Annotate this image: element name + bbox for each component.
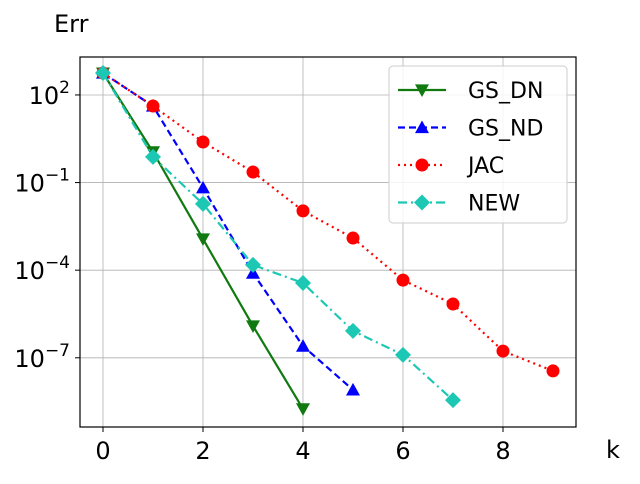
data-point	[195, 195, 211, 212]
data-point	[196, 135, 210, 149]
data-point	[245, 256, 261, 273]
data-point	[95, 65, 111, 82]
legend-frame	[388, 65, 568, 224]
legend-marker	[415, 120, 429, 134]
y-tick-label: 10−1	[14, 166, 70, 198]
legend-entry: NEW	[398, 192, 520, 217]
data-point	[446, 297, 460, 311]
y-tick-label: 10−4	[14, 253, 70, 285]
y-tick-label: 102	[29, 78, 70, 110]
data-point	[145, 148, 161, 165]
data-point	[296, 403, 310, 416]
legend-label: GS_DN	[468, 79, 543, 104]
legend-label: NEW	[468, 192, 520, 217]
series-line	[102, 72, 454, 401]
data-point	[445, 392, 461, 409]
x-tick-label: 2	[195, 437, 210, 465]
data-point	[346, 231, 360, 245]
data-point	[196, 180, 210, 194]
data-point	[396, 273, 410, 287]
legend-entry: JAC	[398, 154, 504, 179]
series-line	[102, 72, 354, 391]
data-point	[196, 233, 210, 246]
legend-marker	[415, 158, 429, 172]
data-point	[346, 382, 360, 396]
legend-entry: GS_DN	[398, 79, 543, 104]
legend-label: GS_ND	[468, 117, 543, 142]
series-new	[95, 65, 461, 409]
data-point	[296, 339, 310, 352]
data-point	[295, 275, 311, 292]
x-tick-label: 6	[395, 437, 410, 465]
series-line	[102, 72, 554, 372]
series-gs_nd	[96, 66, 360, 396]
legend-marker	[415, 84, 429, 97]
data-point	[345, 322, 361, 339]
ticks: 0 2 4 6 8 102 10−1 10−4 10−7	[14, 78, 510, 465]
plot-frame	[79, 56, 577, 428]
x-tick-label: 0	[95, 437, 110, 465]
x-tick-label: 4	[295, 437, 310, 465]
legend: GS_DN GS_ND JAC NEW	[388, 65, 568, 224]
y-tick-label: 10−7	[14, 341, 70, 373]
series-layer	[95, 65, 560, 416]
x-axis-label: k	[606, 436, 620, 464]
data-point	[296, 204, 310, 218]
data-point	[246, 165, 260, 179]
legend-label: JAC	[466, 154, 504, 179]
data-point	[496, 344, 510, 358]
data-point	[395, 346, 411, 363]
legend-entry: GS_ND	[398, 117, 543, 142]
data-point	[246, 320, 260, 333]
y-axis-label: Err	[54, 10, 89, 38]
legend-marker	[414, 194, 430, 211]
x-tick-label: 8	[495, 437, 510, 465]
data-point	[146, 99, 160, 113]
data-point	[546, 364, 560, 378]
